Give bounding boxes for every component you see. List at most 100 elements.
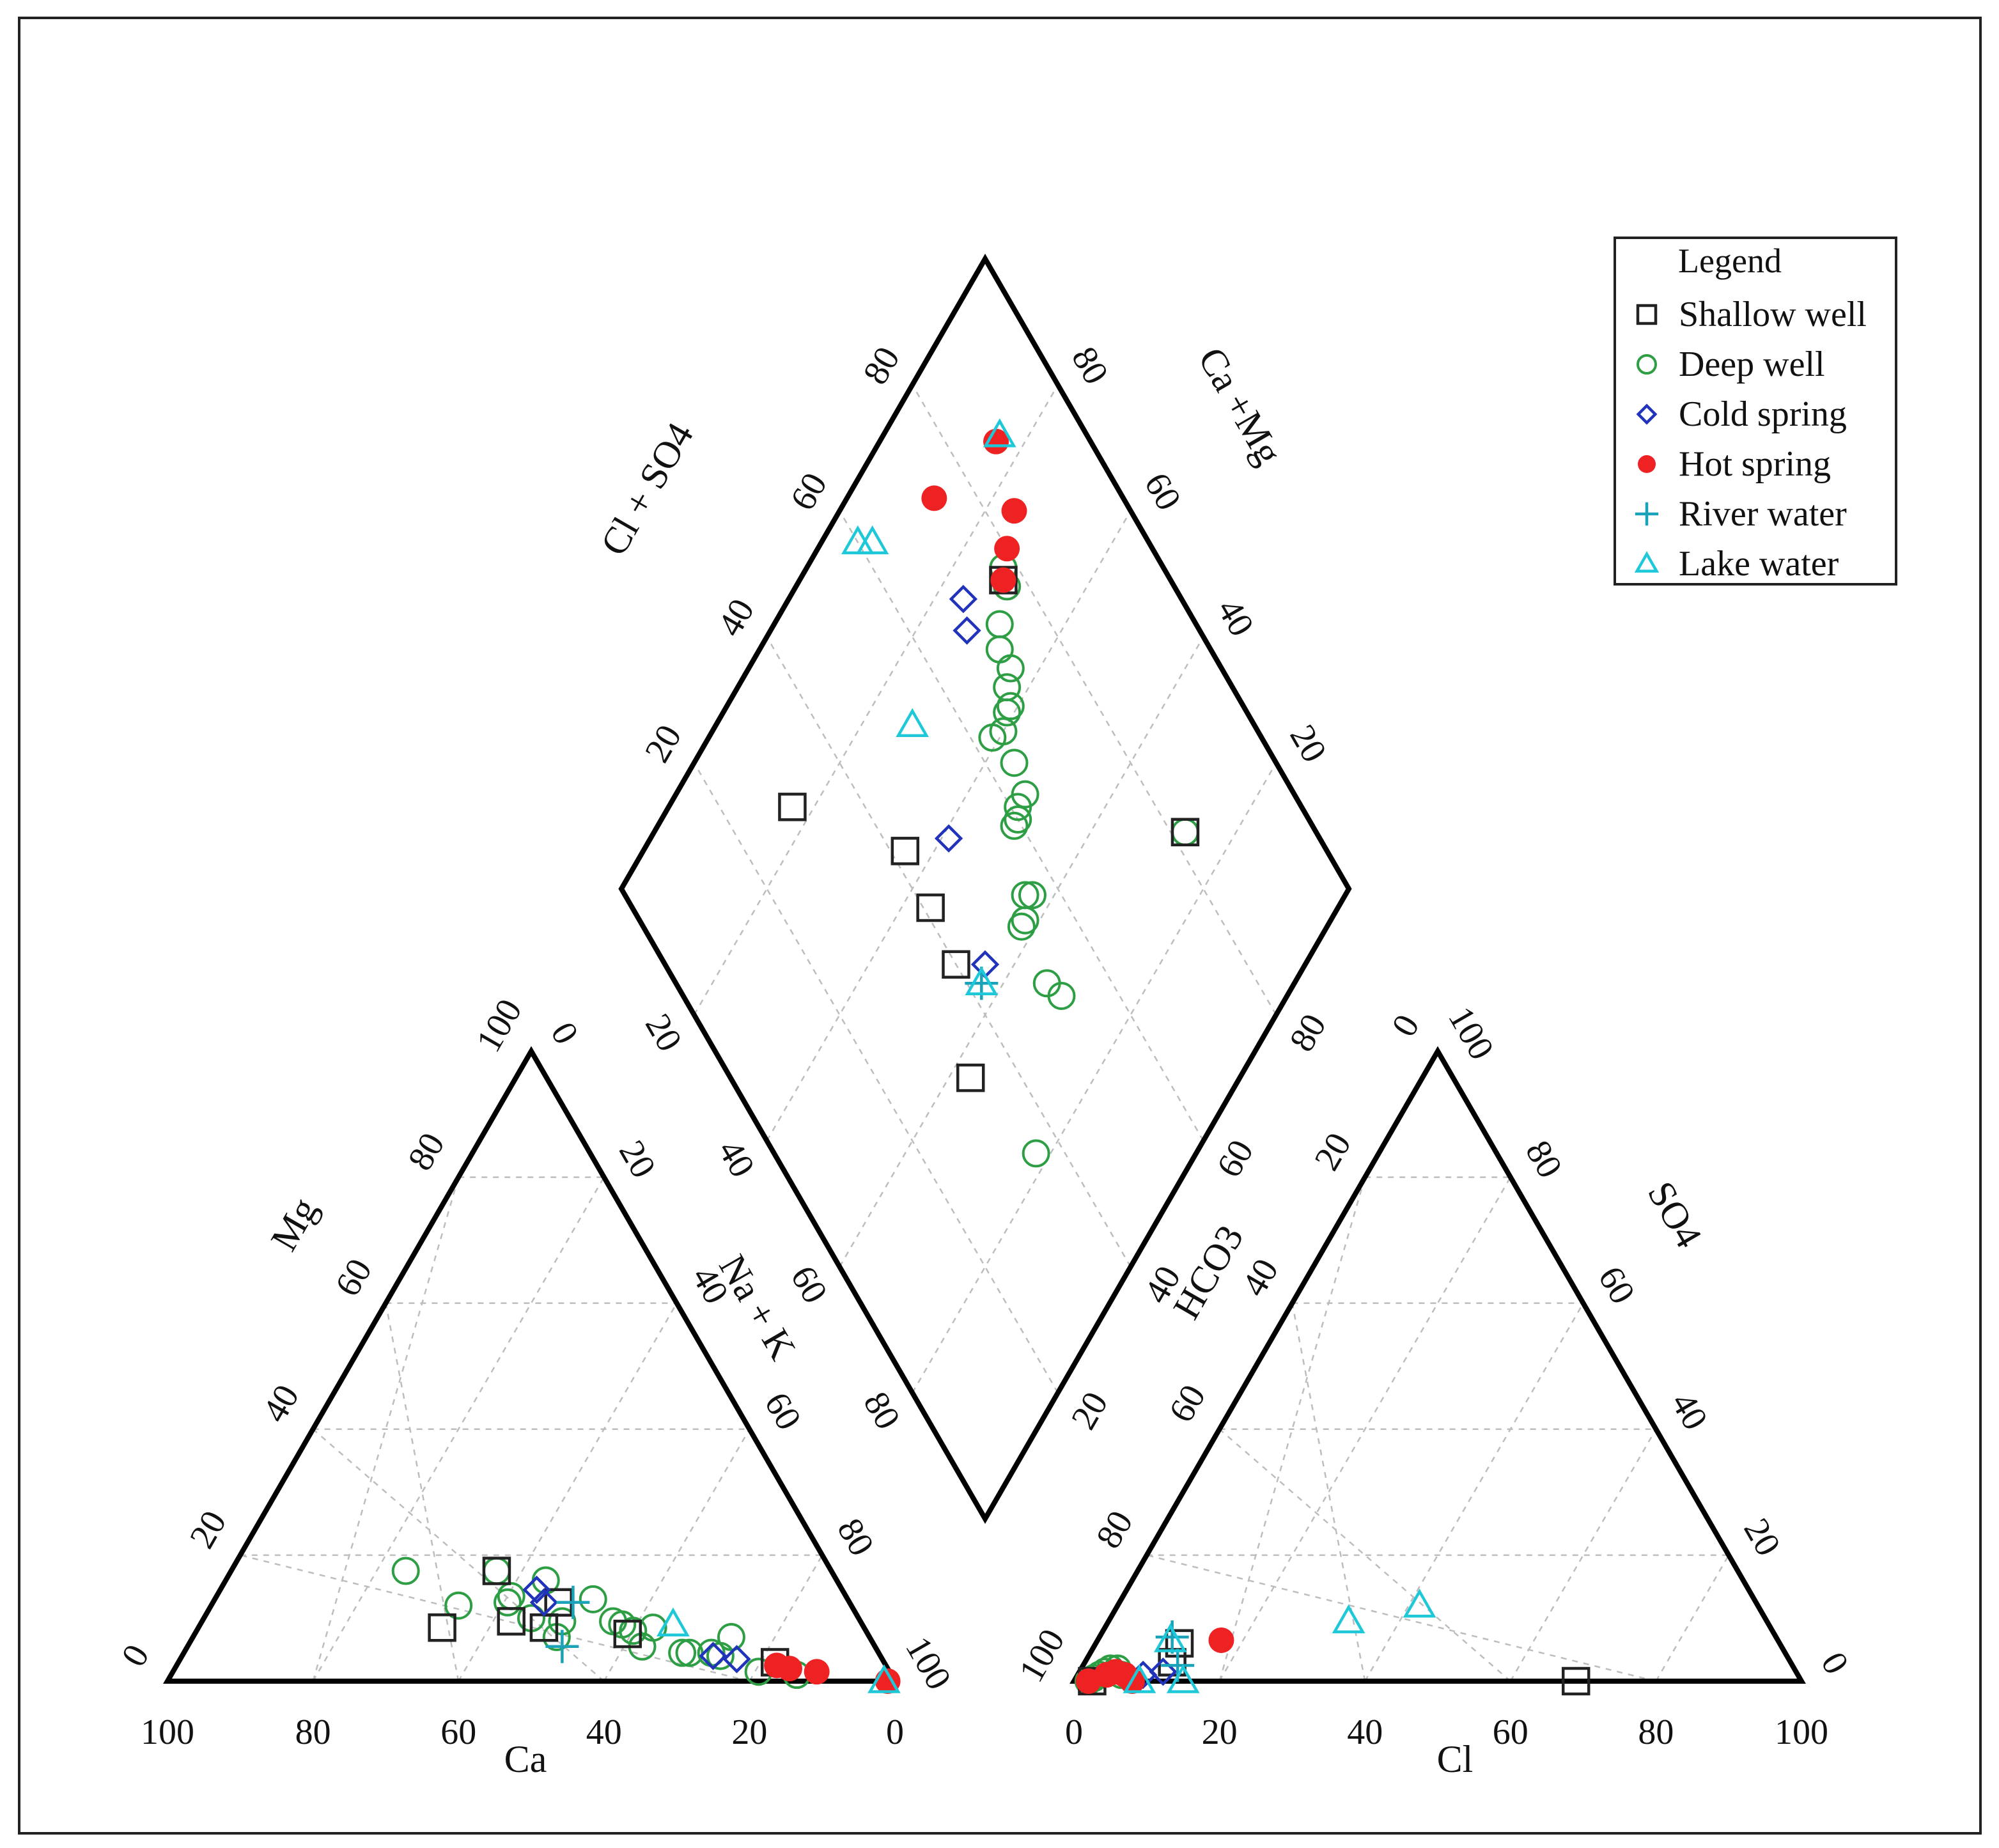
cation-point-deep [668,1638,697,1667]
diamond-point-hot [983,428,1009,454]
diamond-point-deep [993,673,1022,702]
anion-grid-line [1655,1555,1730,1682]
diamond-point-lake [983,418,1016,447]
anion-bottom-tick: 40 [1347,1712,1383,1752]
anion-point-lake [1403,1588,1436,1618]
diamond-point-hot [994,536,1020,562]
legend-marker-hot [1638,455,1656,473]
anion-point-river [1155,1620,1189,1654]
diamond-point-shallow [956,1063,985,1092]
cation-grid-line [458,1303,678,1682]
cation-point-deep [444,1591,473,1620]
cation-point-deep [494,1588,522,1617]
anion-grid-line [1509,1429,1657,1682]
legend-label-deep: Deep well [1679,345,1825,384]
diamond-point-cold [934,824,963,853]
anion-bottom-tick: 20 [1202,1712,1238,1752]
cation-point-cold [522,1575,551,1604]
diamond-point-hot [1001,498,1027,524]
cation-bottom-tick: 100 [141,1712,194,1752]
diamond-point-deep [1022,1139,1050,1168]
anion-point-lake [1153,1623,1187,1652]
ca-axis-label: Ca [504,1738,547,1780]
anion-point-lake [1332,1604,1365,1634]
cation-point-deep [579,1585,607,1613]
legend-label-cold: Cold spring [1679,394,1847,434]
diamond-outline [618,253,1352,1524]
diamond-point-deep [1007,912,1036,941]
cation-point-hot [804,1659,830,1685]
cation-point-deep [717,1623,745,1652]
anion-grid-line [1218,1176,1511,1682]
diamond-point-lake [965,966,999,996]
cation-point-lake [657,1607,690,1637]
cation-point-cold [529,1588,559,1617]
diamond-point-shallow [942,950,970,979]
cation-point-deep [391,1557,420,1585]
anion-point-cold [1149,1658,1178,1686]
anion-point-shallow [1165,1629,1194,1658]
data-points [391,418,1591,1696]
legend-marker-river [1635,502,1659,526]
diamond-point-shallow [916,893,945,922]
legend-marker-lake [1634,551,1660,573]
anion-triangle-outline [1070,1046,1806,1684]
cation-point-hot [776,1656,802,1682]
diamond-point-deep [989,717,1018,746]
anion-grid-line [1364,1303,1584,1682]
cation-bottom-tick: 20 [731,1712,767,1752]
anion-point-hot [1208,1627,1234,1653]
cation-point-river [556,1585,590,1619]
cation-point-shallow [428,1613,456,1642]
anion-point-lake [1166,1664,1200,1693]
diamond-point-deep [996,692,1025,720]
legend-title: Legend [1678,242,1782,280]
legend-marker-deep [1637,354,1657,375]
legend-label-river: River water [1679,494,1847,534]
diamond-point-deep [1000,811,1029,840]
legend-box [1614,237,1897,586]
anion-point-lake [1123,1664,1156,1693]
grid-lines [240,384,1730,1682]
anion-bottom-tick: 80 [1638,1712,1674,1752]
cation-bottom-tick: 0 [886,1712,904,1752]
diamond-point-deep [1004,805,1032,834]
cation-bottom-tick: 40 [586,1712,622,1752]
diamond-point-hot [990,567,1016,593]
diamond-point-deep [1032,969,1061,998]
anion-bottom-tick: 60 [1493,1712,1528,1752]
cation-bottom-tick: 60 [440,1712,476,1752]
legend-label-shallow: Shallow well [1679,295,1867,334]
legend: Legend Shallow well Deep well Cold spring Ho… [1614,237,1897,586]
diamond-point-hot [921,485,947,511]
diamond-point-lake [855,525,889,555]
diamond-point-shallow [1171,818,1200,847]
cation-point-cold [722,1645,751,1673]
diamond-point-cold [949,584,978,614]
cation-point-shallow [613,1619,642,1649]
cation-point-shallow [482,1557,511,1585]
anion-bottom-tick: 0 [1065,1712,1083,1752]
legend-label-hot: Hot spring [1679,444,1831,484]
cation-point-river [545,1629,579,1663]
diamond-point-deep [1011,780,1039,809]
diamond-point-shallow [778,793,807,821]
cation-bottom-tick: 80 [295,1712,331,1752]
anion-point-shallow [1561,1666,1591,1696]
cation-point-deep [619,1617,648,1645]
diagram-outlines [163,253,1806,1684]
cation-point-lake [867,1664,901,1693]
anion-bottom-tick: 100 [1775,1712,1828,1752]
cation-triangle-outline [163,1046,899,1684]
cl-axis-label: Cl [1437,1738,1474,1780]
diamond-point-deep [985,610,1014,639]
diamond-point-deep [1018,881,1046,910]
legend-label-lake: Lake water [1679,544,1839,584]
legend-marker-cold [1636,403,1658,425]
diamond-point-shallow [891,837,920,866]
diamond-point-deep [1011,881,1039,910]
cation-point-cold [699,1642,727,1670]
cation-point-shallow [497,1607,525,1636]
diamond-point-cold [953,616,981,645]
